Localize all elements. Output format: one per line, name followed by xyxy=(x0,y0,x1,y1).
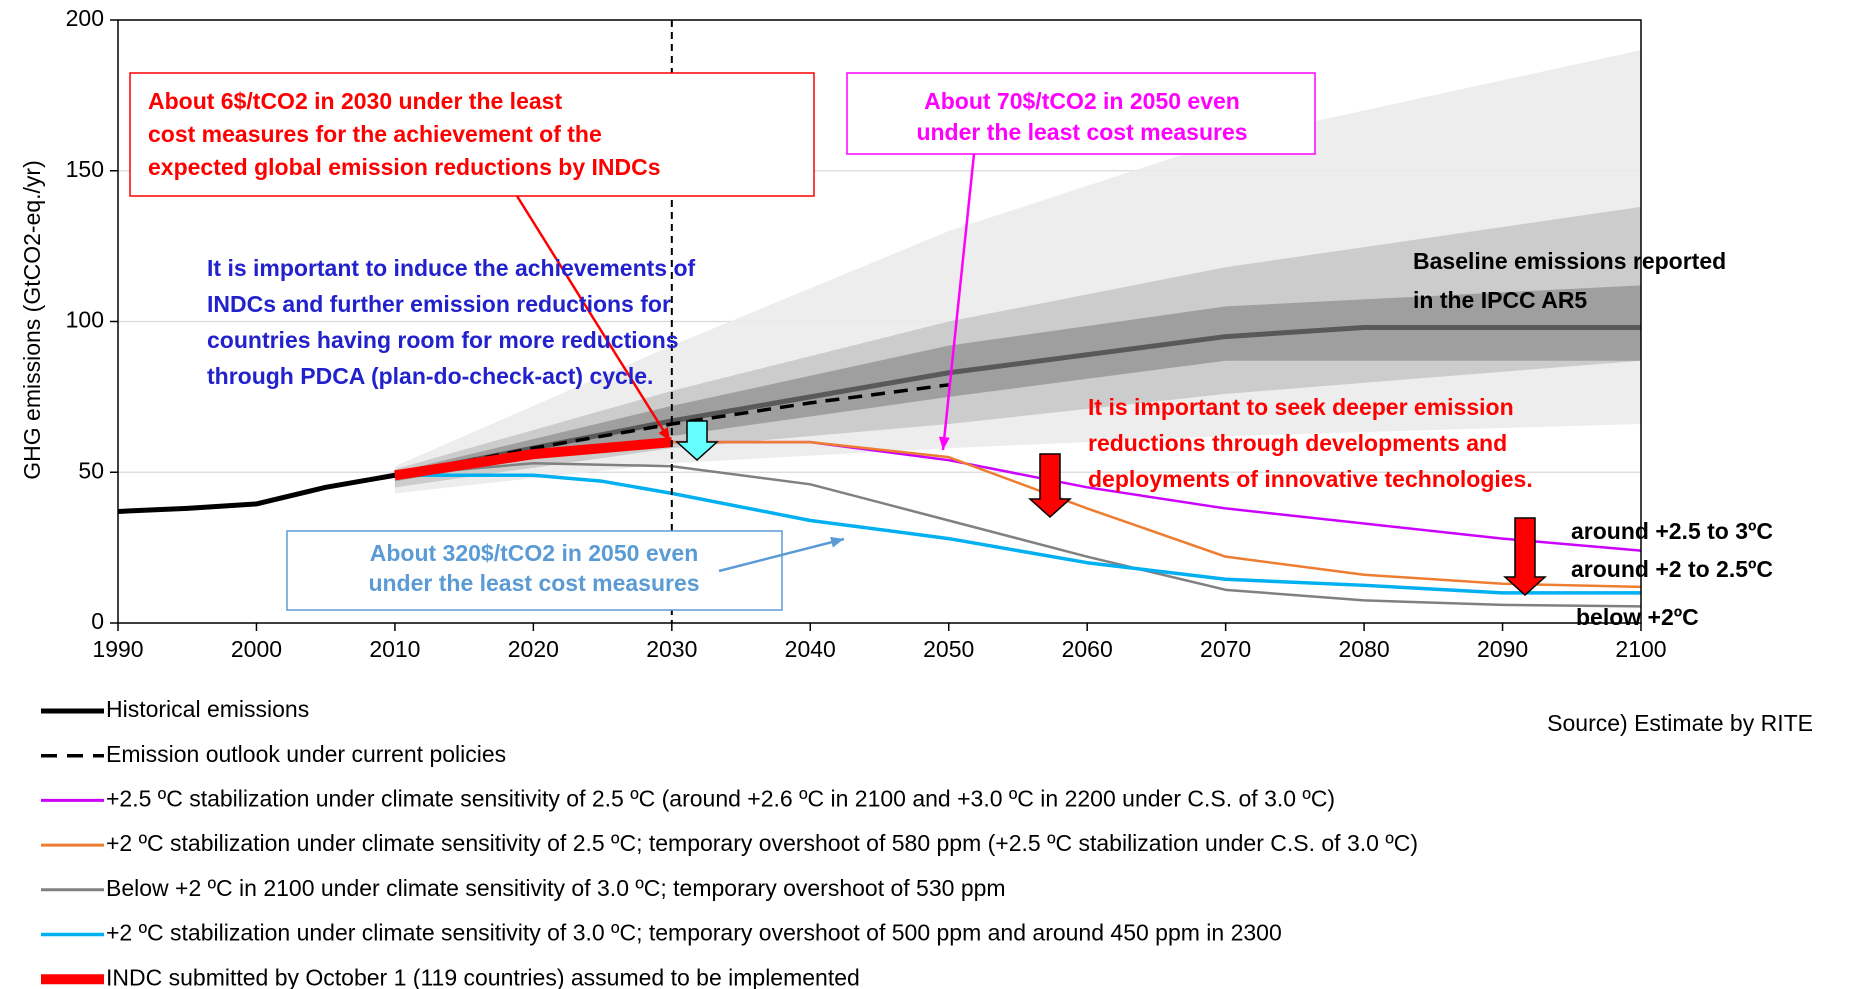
legend-label: INDC submitted by October 1 (119 countri… xyxy=(106,964,860,989)
x-tick-label: 2030 xyxy=(646,636,697,662)
legend-label: +2 ºC stabilization under climate sensit… xyxy=(106,920,1282,946)
series-line xyxy=(671,440,1642,589)
down-arrow xyxy=(675,420,719,462)
x-tick-label: 2090 xyxy=(1477,636,1528,662)
x-tick-label: 2080 xyxy=(1339,636,1390,662)
annotation-text: under the least cost measures xyxy=(368,570,699,596)
range-band xyxy=(394,285,1642,482)
series-line xyxy=(671,440,1642,552)
series-line xyxy=(394,473,1641,595)
x-tick-label: 2100 xyxy=(1615,636,1666,662)
annotation-text: cost measures for the achievement of the xyxy=(148,121,602,147)
y-tick-label: 100 xyxy=(66,307,104,333)
legend-label: Emission outlook under current policies xyxy=(106,741,506,767)
annotation-text: INDCs and further emission reductions fo… xyxy=(207,291,671,317)
x-tick-label: 2050 xyxy=(923,636,974,662)
annotation-text: About 70$/tCO2 in 2050 even xyxy=(924,88,1240,114)
annotation-text: countries having room for more reduction… xyxy=(207,327,679,353)
annotation-text: It is important to induce the achievemen… xyxy=(207,255,696,281)
annotation-text: It is important to seek deeper emission xyxy=(1088,394,1514,420)
annotation-text: About 6$/tCO2 in 2030 under the least xyxy=(148,88,562,114)
plot-frame xyxy=(117,19,1642,624)
y-tick-label: 50 xyxy=(78,457,104,483)
annotation-text: in the IPCC AR5 xyxy=(1413,287,1587,313)
annotation-text: under the least cost measures xyxy=(916,119,1247,145)
y-tick-label: 200 xyxy=(66,5,104,31)
annotation-text: around +2.5 to 3ºC xyxy=(1571,518,1773,544)
annotation-box xyxy=(286,530,783,611)
x-tick-label: 2010 xyxy=(369,636,420,662)
legend-label: Historical emissions xyxy=(106,696,309,722)
series-line xyxy=(394,437,673,481)
legend-label: +2 ºC stabilization under climate sensit… xyxy=(106,830,1418,856)
annotation-text: reductions through developments and xyxy=(1088,430,1507,456)
annotation-text: around +2 to 2.5ºC xyxy=(1571,556,1773,582)
x-tick-label: 1990 xyxy=(92,636,143,662)
y-axis-label: GHG emissions (GtCO2-eq./yr) xyxy=(19,160,45,480)
y-tick-label: 150 xyxy=(66,156,104,182)
annotation-text: deployments of innovative technologies. xyxy=(1088,466,1533,492)
x-tick-label: 2040 xyxy=(785,636,836,662)
legend-label: Below +2 ºC in 2100 under climate sensit… xyxy=(106,875,1006,901)
annotation-text: below +2ºC xyxy=(1576,604,1699,630)
series-line xyxy=(117,472,396,514)
series-line xyxy=(394,461,1642,608)
x-tick-label: 2060 xyxy=(1062,636,1113,662)
annotation-box xyxy=(129,72,815,197)
x-tick-label: 2000 xyxy=(231,636,282,662)
source-note: Source) Estimate by RITE xyxy=(1547,710,1813,736)
pointer-arrow xyxy=(718,537,845,573)
x-tick-label: 2070 xyxy=(1200,636,1251,662)
annotation-text: through PDCA (plan-do-check-act) cycle. xyxy=(207,363,653,389)
legend-label: +2.5 ºC stabilization under climate sens… xyxy=(106,785,1335,811)
baseline-line xyxy=(394,325,1641,478)
y-tick-label: 0 xyxy=(91,608,104,634)
down-arrow xyxy=(1028,453,1072,519)
down-arrow xyxy=(1503,517,1547,597)
pointer-arrow xyxy=(515,195,672,442)
annotation-text: About 320$/tCO2 in 2050 even xyxy=(370,540,699,566)
arrow-head xyxy=(658,427,670,441)
annotation-box xyxy=(846,72,1316,155)
x-tick-label: 2020 xyxy=(508,636,559,662)
annotation-text: Baseline emissions reported xyxy=(1413,248,1726,274)
arrow-head xyxy=(938,436,950,450)
pointer-arrow xyxy=(941,153,976,451)
arrow-head xyxy=(830,536,844,548)
annotation-text: expected global emission reductions by I… xyxy=(148,154,661,180)
